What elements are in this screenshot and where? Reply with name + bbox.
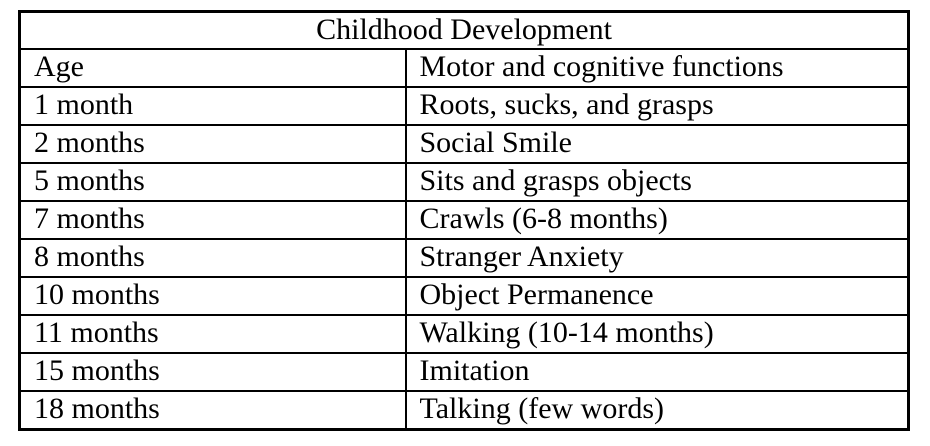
childhood-development-table: Childhood Development Age Motor and cogn… bbox=[18, 10, 911, 431]
table-row: 8 months Stranger Anxiety bbox=[18, 238, 910, 278]
age-cell: 10 months bbox=[18, 276, 407, 316]
column-header-age: Age bbox=[18, 48, 407, 88]
age-cell: 2 months bbox=[18, 124, 407, 164]
table-row: 18 months Talking (few words) bbox=[18, 390, 910, 431]
column-header-functions: Motor and cognitive functions bbox=[404, 48, 910, 88]
table-row: 7 months Crawls (6-8 months) bbox=[18, 200, 910, 240]
function-cell: Object Permanence bbox=[404, 276, 910, 316]
age-cell: 18 months bbox=[18, 390, 407, 431]
age-cell: 1 month bbox=[18, 86, 407, 126]
age-cell: 5 months bbox=[18, 162, 407, 202]
table-row: 15 months Imitation bbox=[18, 352, 910, 392]
age-cell: 8 months bbox=[18, 238, 407, 278]
table-title: Childhood Development bbox=[18, 10, 910, 50]
function-cell: Roots, sucks, and grasps bbox=[404, 86, 910, 126]
age-cell: 11 months bbox=[18, 314, 407, 354]
table-row: 2 months Social Smile bbox=[18, 124, 910, 164]
function-cell: Imitation bbox=[404, 352, 910, 392]
function-cell: Sits and grasps objects bbox=[404, 162, 910, 202]
header-row: Age Motor and cognitive functions bbox=[18, 48, 910, 88]
function-cell: Crawls (6-8 months) bbox=[404, 200, 910, 240]
function-cell: Talking (few words) bbox=[404, 390, 910, 431]
table-row: 10 months Object Permanence bbox=[18, 276, 910, 316]
age-cell: 15 months bbox=[18, 352, 407, 392]
function-cell: Social Smile bbox=[404, 124, 910, 164]
age-cell: 7 months bbox=[18, 200, 407, 240]
table-row: 11 months Walking (10-14 months) bbox=[18, 314, 910, 354]
title-row: Childhood Development bbox=[18, 10, 910, 50]
function-cell: Stranger Anxiety bbox=[404, 238, 910, 278]
table-row: 1 month Roots, sucks, and grasps bbox=[18, 86, 910, 126]
table-row: 5 months Sits and grasps objects bbox=[18, 162, 910, 202]
function-cell: Walking (10-14 months) bbox=[404, 314, 910, 354]
